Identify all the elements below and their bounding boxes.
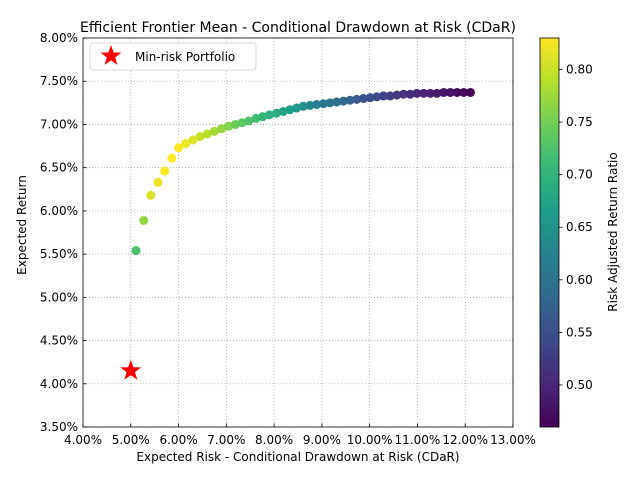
- frontier-point: [425, 88, 435, 98]
- frontier-point: [345, 95, 355, 105]
- colorbar-tick-label: 0.80: [566, 63, 593, 77]
- y-axis-label: Expected Return: [15, 175, 29, 275]
- x-tick-label: 12.00%: [442, 433, 488, 447]
- x-tick-label: 4.00%: [64, 433, 102, 447]
- y-tick-label: 4.50%: [40, 334, 78, 348]
- frontier-point: [167, 153, 177, 163]
- chart-title: Efficient Frontier Mean - Conditional Dr…: [80, 20, 516, 36]
- colorbar-tick-label: 0.75: [566, 115, 593, 129]
- frontier-point: [188, 135, 198, 145]
- x-axis-ticks: 4.00% 5.00% 6.00% 7.00% 8.00% 9.00% 10.00% 11.0…: [64, 423, 536, 447]
- min-risk-marker: [120, 359, 142, 380]
- frontier-point: [372, 92, 382, 102]
- frontier-point: [432, 88, 442, 98]
- colorbar-tick-label: 0.60: [566, 273, 593, 287]
- y-axis-ticks: 3.50% 4.00% 4.50% 5.00% 5.50% 6.00% 6.50% 7.00%…: [40, 31, 87, 434]
- legend-star-icon: [100, 45, 122, 65]
- y-tick-label: 3.50%: [40, 420, 78, 434]
- frontier-point: [217, 124, 227, 134]
- frontier-point: [305, 100, 315, 110]
- colorbar-label: Risk Adjusted Return Ratio: [606, 152, 620, 311]
- legend: Min-risk Portfolio: [89, 42, 257, 71]
- colorbar-gradient: [539, 37, 560, 428]
- frontier-point: [338, 96, 348, 106]
- y-tick-label: 5.50%: [40, 247, 78, 261]
- frontier-point: [352, 94, 362, 104]
- x-tick-label: 7.00%: [207, 433, 245, 447]
- x-tick-label: 9.00%: [303, 433, 341, 447]
- y-tick-label: 7.50%: [40, 74, 78, 88]
- x-tick-label: 10.00%: [347, 433, 393, 447]
- y-tick-label: 5.00%: [40, 290, 78, 304]
- y-tick-label: 6.50%: [40, 161, 78, 175]
- frontier-point: [399, 89, 409, 99]
- frontier-point: [131, 246, 141, 256]
- frontier-point: [358, 94, 368, 104]
- frontier-point: [160, 166, 170, 176]
- frontier-point: [379, 91, 389, 101]
- y-tick-label: 4.00%: [40, 377, 78, 391]
- y-tick-label: 7.00%: [40, 117, 78, 131]
- x-tick-label: 8.00%: [255, 433, 293, 447]
- x-tick-label: 6.00%: [159, 433, 197, 447]
- colorbar: 0.50 0.55 0.60 0.65 0.70 0.75 0.80 Risk Adjust…: [539, 37, 620, 428]
- frontier-point: [419, 88, 429, 98]
- colorbar-tick-label: 0.70: [566, 168, 593, 182]
- frontier-point: [202, 129, 212, 139]
- frontier-point: [244, 116, 254, 126]
- colorbar-tick-label: 0.50: [566, 378, 593, 392]
- frontier-point: [325, 98, 335, 108]
- min-risk-star: [120, 359, 142, 380]
- frontier-point: [385, 91, 395, 101]
- frontier-point: [146, 190, 156, 200]
- x-axis-label: Expected Risk - Conditional Drawdown at …: [136, 450, 459, 464]
- frontier-point: [439, 87, 449, 97]
- colorbar-tick-label: 0.65: [566, 220, 593, 234]
- colorbar-ticks: 0.50 0.55 0.60 0.65 0.70 0.75 0.80: [559, 63, 593, 392]
- frontier-point: [365, 93, 375, 103]
- frontier-point: [312, 100, 322, 110]
- frontier-point: [445, 87, 455, 97]
- legend-entry-label: Min-risk Portfolio: [135, 50, 235, 64]
- y-tick-label: 8.00%: [40, 31, 78, 45]
- y-tick-label: 6.00%: [40, 204, 78, 218]
- frontier-point: [181, 138, 191, 148]
- frontier-point: [452, 87, 462, 97]
- frontier-point: [209, 126, 219, 136]
- plot-frame: [82, 37, 514, 428]
- frontier-point: [465, 87, 475, 97]
- frontier-point: [412, 88, 422, 98]
- frontier-point: [139, 215, 149, 225]
- frontier-point: [174, 143, 184, 153]
- frontier-point: [195, 132, 205, 142]
- frontier-point: [332, 97, 342, 107]
- colorbar-tick-label: 0.55: [566, 325, 593, 339]
- x-tick-label: 13.00%: [490, 433, 536, 447]
- frontier-point: [392, 90, 402, 100]
- frontier-point: [298, 101, 308, 111]
- frontier-point: [153, 177, 163, 187]
- legend-box: [89, 42, 257, 71]
- frontier-point: [264, 110, 274, 120]
- scatter-points: [131, 87, 475, 256]
- frontier-point: [318, 99, 328, 109]
- x-tick-label: 5.00%: [112, 433, 150, 447]
- frontier-point: [405, 89, 415, 99]
- x-tick-label: 11.00%: [395, 433, 441, 447]
- frontier-point: [459, 87, 469, 97]
- legend-star-shape: [100, 45, 122, 65]
